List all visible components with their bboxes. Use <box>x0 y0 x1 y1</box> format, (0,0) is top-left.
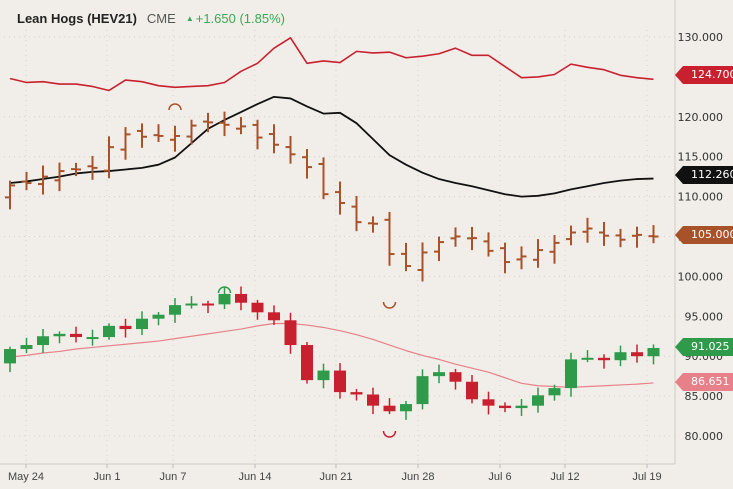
y-tick-label: 85.000 <box>685 390 724 403</box>
peak-marker-icon <box>168 103 182 111</box>
y-tick-label: 130.000 <box>678 31 724 44</box>
price-change-value: +1.650 (1.85%) <box>195 10 285 26</box>
tag-black-line: 112.260 <box>675 166 733 184</box>
x-tick-label: Jun 14 <box>238 471 271 483</box>
x-tick-label: Jul 19 <box>632 471 661 483</box>
x-tick-label: Jun 28 <box>401 471 434 483</box>
tag-pink-line: 86.651 <box>675 373 733 391</box>
y-tick-label: 115.000 <box>678 151 724 164</box>
series-layer <box>4 36 660 438</box>
y-tick-label: 120.000 <box>678 111 724 124</box>
chart-header: Lean Hogs (HEV21) CME ▲ +1.650 (1.85%) <box>17 8 285 28</box>
exchange-label: CME <box>146 10 176 26</box>
peak-marker-icon <box>217 286 232 294</box>
x-tick-label: Jun 21 <box>319 471 352 483</box>
triangle-up-icon: ▲ <box>185 13 194 23</box>
x-tick-label: Jul 12 <box>550 471 579 483</box>
tag-candles: 91.025 <box>675 338 733 356</box>
tag-red-line: 124.700 <box>675 66 733 84</box>
x-tick-label: Jun 1 <box>94 471 121 483</box>
x-axis: May 24 Jun 1 Jun 7 Jun 14 Jun 21 Jun 28 Jul 6 J… <box>8 464 662 483</box>
y-tick-label: 95.000 <box>685 310 724 323</box>
tag-ohlc: 105.000 <box>675 226 733 244</box>
y-tick-label: 110.000 <box>678 191 724 204</box>
x-tick-label: May 24 <box>8 471 44 483</box>
trough-marker-icon <box>382 430 397 438</box>
trough-marker-icon <box>382 301 397 309</box>
x-tick-label: Jun 7 <box>160 471 187 483</box>
x-tick-label: Jul 6 <box>488 471 511 483</box>
price-change: ▲ +1.650 (1.85%) <box>186 11 285 26</box>
instrument-title: Lean Hogs (HEV21) <box>17 10 137 26</box>
y-tick-label: 100.000 <box>678 270 724 283</box>
y-tick-label: 80.000 <box>685 430 724 443</box>
